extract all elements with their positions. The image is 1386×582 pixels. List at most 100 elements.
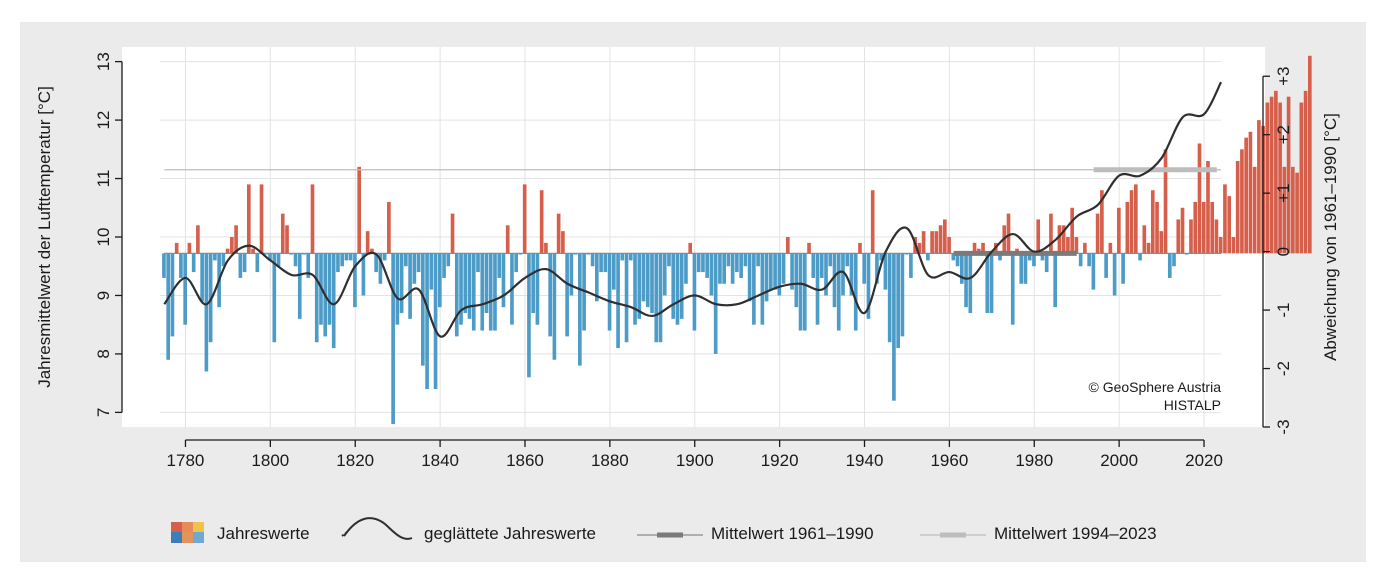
bar-1897 — [679, 253, 684, 319]
bar-1942 — [870, 190, 875, 254]
bar-1978 — [1023, 253, 1028, 284]
bar-2035 — [1265, 102, 1270, 254]
bar-1969 — [985, 253, 990, 313]
y2-tick-label-1: +1 — [1274, 183, 1293, 202]
bar-2003 — [1129, 190, 1134, 254]
bar-1960 — [947, 237, 951, 254]
bar-1858 — [514, 253, 519, 273]
legend-item-smoothed: geglättete Jahreswerte — [341, 517, 596, 543]
bar-2027 — [1231, 237, 1236, 254]
bar-2038 — [1278, 102, 1282, 254]
bar-2043 — [1299, 102, 1304, 254]
bar-1819 — [348, 253, 353, 261]
bar-1844 — [454, 253, 459, 337]
bar-2006 — [1142, 225, 1147, 254]
bar-1889 — [645, 253, 650, 308]
bar-1966 — [972, 242, 977, 254]
x-tick-label-1920: 1920 — [761, 451, 799, 470]
bar-1912 — [743, 253, 748, 267]
bar-1922 — [785, 237, 790, 254]
y2-tick-label-2: +2 — [1274, 125, 1293, 144]
bar-1832 — [404, 253, 408, 267]
bar-1953 — [917, 242, 922, 254]
bar-1998 — [1108, 242, 1113, 254]
bar-1981 — [1036, 219, 1041, 254]
bar-1944 — [879, 253, 884, 261]
bar-1975 — [1010, 253, 1015, 325]
bar-1838 — [429, 253, 434, 290]
bar-1916 — [760, 253, 765, 325]
temperature-chart: 1780 1800 1820 1840 1860 1880 1900 1920 1940 1960… — [35, 47, 1340, 543]
bar-1778 — [174, 242, 179, 254]
legend: Jahreswerte geglättete Jahreswerte Mitte… — [171, 517, 1157, 543]
y2-tick-label--2: -2 — [1274, 361, 1293, 376]
bar-1939 — [858, 242, 862, 254]
bar-2000 — [1117, 207, 1121, 254]
y-tick-label-11: 11 — [94, 170, 113, 188]
copyright-line-2: HISTALP — [1164, 397, 1221, 413]
bar-1868 — [556, 213, 561, 254]
bar-1818 — [344, 253, 349, 261]
x-tick-label-1980: 1980 — [1015, 451, 1053, 470]
bar-1881 — [611, 253, 616, 290]
bar-1789 — [221, 253, 226, 267]
bar-1940 — [862, 253, 867, 284]
x-tick-label-1960: 1960 — [930, 451, 968, 470]
bar-1970 — [989, 253, 994, 313]
bar-1888 — [641, 253, 646, 302]
bar-2023 — [1214, 219, 1219, 254]
bar-1865 — [544, 242, 548, 254]
bar-1794 — [242, 253, 247, 273]
annual-values-swatch-icon — [171, 522, 204, 543]
x-tick-label-1880: 1880 — [591, 451, 629, 470]
bar-1903 — [705, 253, 709, 278]
bar-1829 — [391, 253, 395, 425]
bar-1917 — [764, 253, 769, 302]
bar-1886 — [633, 253, 637, 325]
bar-1785 — [204, 253, 209, 372]
bar-2017 — [1189, 219, 1193, 254]
bar-1934 — [836, 253, 841, 331]
bar-1968 — [981, 242, 985, 254]
bar-1804 — [285, 225, 289, 254]
bar-2014 — [1176, 219, 1181, 254]
bar-1863 — [535, 253, 540, 325]
bar-2001 — [1121, 253, 1125, 284]
bar-1797 — [255, 253, 260, 273]
y-tick-label-7: 7 — [94, 408, 113, 417]
bar-1821 — [357, 166, 361, 254]
bar-1896 — [675, 253, 680, 325]
reference-lines — [164, 167, 1221, 256]
bar-1961 — [951, 253, 956, 261]
bar-1914 — [752, 253, 756, 325]
bar-1931 — [824, 253, 828, 296]
bar-1803 — [280, 213, 285, 254]
bar-1841 — [442, 253, 446, 278]
smoothed-line-legend-icon — [343, 517, 413, 540]
bar-1827 — [382, 253, 387, 261]
bar-1959 — [943, 219, 947, 254]
bar-1910 — [735, 253, 739, 273]
bar-2005 — [1138, 253, 1142, 261]
bar-1924 — [794, 253, 799, 308]
bar-2015 — [1180, 207, 1185, 254]
bar-1816 — [336, 253, 340, 273]
bar-1775 — [162, 253, 166, 278]
bar-1879 — [603, 253, 608, 273]
bar-1777 — [170, 253, 175, 337]
bar-2008 — [1150, 190, 1155, 254]
bar-1806 — [293, 253, 298, 267]
bar-1947 — [892, 253, 896, 401]
bar-1990 — [1074, 237, 1079, 254]
bar-1989 — [1070, 207, 1074, 254]
bar-1943 — [875, 253, 879, 284]
bar-1904 — [709, 253, 714, 296]
bar-1906 — [718, 253, 722, 284]
bar-1901 — [696, 253, 701, 273]
bar-2040 — [1286, 96, 1291, 254]
bar-1798 — [259, 184, 264, 254]
bar-1877 — [595, 253, 599, 302]
chart-frame: 1780 1800 1820 1840 1860 1880 1900 1920 1940 1960… — [20, 22, 1366, 562]
bar-1862 — [531, 253, 535, 313]
legend-item-mean-1994-2023: Mittelwert 1994–2023 — [920, 524, 1157, 543]
